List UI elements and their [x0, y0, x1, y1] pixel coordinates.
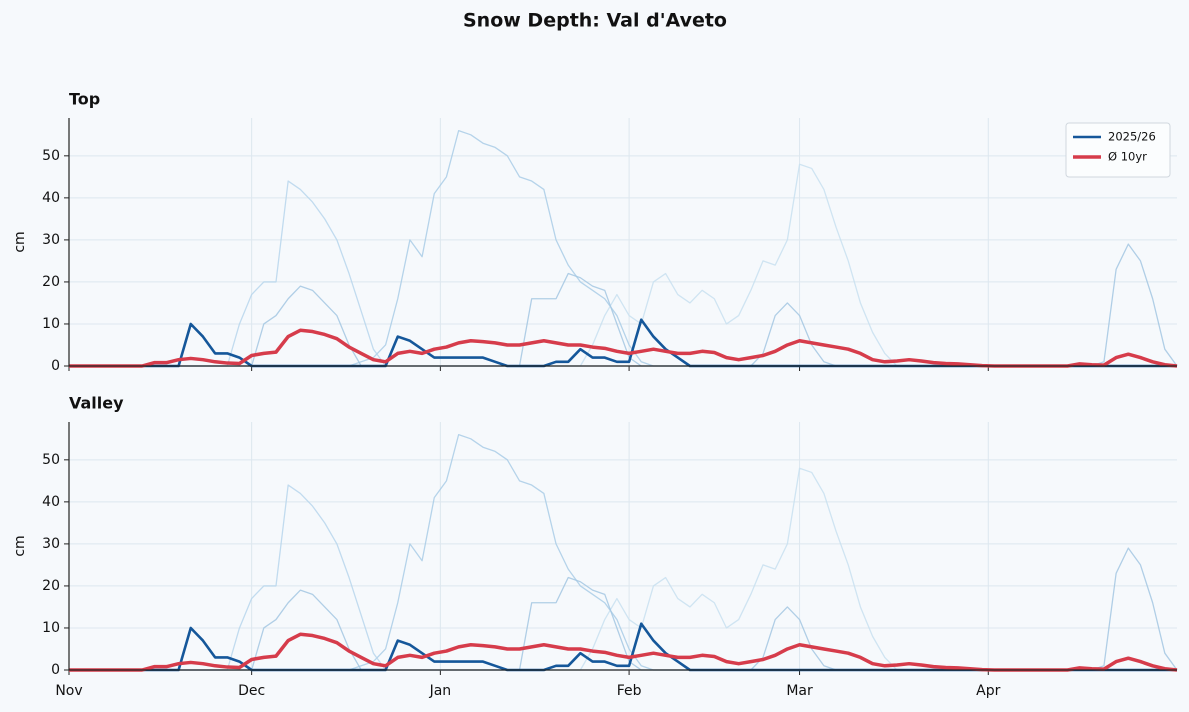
x-tick-label: Mar	[786, 683, 813, 699]
x-tick-label: Feb	[617, 683, 642, 699]
series-line	[69, 622, 1177, 672]
y-tick-label: 30	[42, 536, 60, 552]
y-tick-label: 10	[42, 316, 60, 332]
x-tick-label: Nov	[55, 683, 82, 699]
subplot: Top cm 0 10 20 30 40 50 2025/26 Ø 10yr	[12, 90, 1178, 374]
past-season-line	[69, 163, 1177, 367]
y-axis-label: cm	[12, 231, 28, 252]
y-tick-label: 40	[42, 494, 60, 510]
y-tick-label: 10	[42, 620, 60, 636]
y-tick-label: 50	[42, 148, 60, 164]
past-season-line	[69, 484, 1177, 671]
y-tick-label: 20	[42, 274, 60, 290]
past-season-line	[69, 180, 1177, 367]
y-tick-label: 40	[42, 190, 60, 206]
subplot: Valley cm 0 10 20 30 40 50 Nov Dec Jan Feb Mar Apr	[12, 394, 1178, 699]
y-tick-label: 0	[51, 358, 60, 374]
legend-label: 2025/26	[1108, 130, 1156, 144]
subplot-title: Valley	[69, 394, 124, 413]
legend-label: Ø 10yr	[1108, 150, 1147, 164]
x-tick-label: Apr	[976, 683, 1000, 699]
subplot-title: Top	[69, 90, 100, 109]
past-season-line	[69, 433, 1177, 671]
x-tick-label: Dec	[238, 683, 265, 699]
y-axis-label: cm	[12, 535, 28, 556]
y-tick-label: 30	[42, 232, 60, 248]
past-season-line	[69, 129, 1177, 367]
legend: 2025/26 Ø 10yr	[1065, 122, 1171, 178]
y-tick-label: 20	[42, 578, 60, 594]
figure-title: Snow Depth: Val d'Aveto	[463, 10, 727, 32]
past-season-line	[69, 467, 1177, 671]
y-tick-label: 50	[42, 452, 60, 468]
x-tick-label: Jan	[429, 683, 452, 699]
y-tick-label: 0	[51, 662, 60, 678]
series-line	[69, 318, 1177, 368]
